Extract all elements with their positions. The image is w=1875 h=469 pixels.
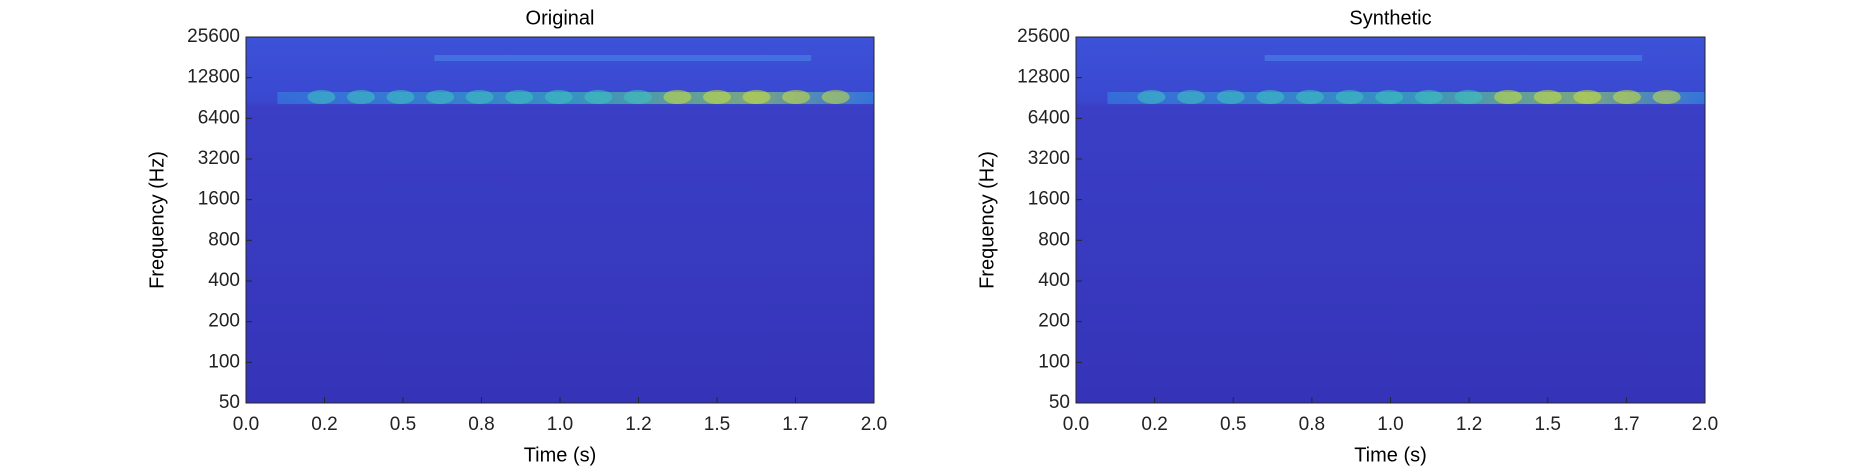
spectral-blob bbox=[623, 90, 652, 104]
y-tick-label: 25600 bbox=[187, 26, 240, 47]
x-tick-label: 0.2 bbox=[311, 414, 337, 435]
spectral-blob bbox=[307, 90, 336, 104]
spectral-blob bbox=[346, 90, 375, 104]
spectral-blob bbox=[1613, 90, 1642, 104]
spectral-blob bbox=[821, 90, 850, 104]
x-tick-label: 2.0 bbox=[1692, 414, 1718, 435]
y-tick-label: 100 bbox=[208, 351, 240, 372]
x-tick-label: 0.0 bbox=[1063, 414, 1089, 435]
x-tick-label: 2.0 bbox=[861, 414, 887, 435]
spectral-band bbox=[1264, 55, 1643, 61]
spectral-blob bbox=[1533, 90, 1562, 104]
y-axis-label: Frequency (Hz) bbox=[976, 151, 998, 289]
spectral-blob bbox=[1414, 90, 1443, 104]
spectral-blob bbox=[1256, 90, 1285, 104]
x-tick-label: 1.2 bbox=[625, 414, 651, 435]
spectral-blob bbox=[426, 90, 455, 104]
x-axis-label: Time (s) bbox=[1354, 444, 1427, 466]
spectral-blob bbox=[544, 90, 573, 104]
spectral-blob bbox=[1216, 90, 1245, 104]
spectral-blob bbox=[1573, 90, 1602, 104]
x-tick-label: 1.0 bbox=[547, 414, 573, 435]
spectral-band bbox=[434, 55, 812, 61]
spectral-blob bbox=[1177, 90, 1206, 104]
y-tick-label: 50 bbox=[219, 392, 240, 413]
y-tick-label: 25600 bbox=[1017, 26, 1070, 47]
y-tick-label: 12800 bbox=[1017, 67, 1070, 88]
spectral-blob bbox=[742, 90, 771, 104]
y-tick-label: 800 bbox=[1038, 229, 1070, 250]
x-tick-label: 1.0 bbox=[1377, 414, 1403, 435]
spectral-blob bbox=[1375, 90, 1404, 104]
spectral-blob bbox=[782, 90, 811, 104]
spectral-blob bbox=[1295, 90, 1324, 104]
y-tick-label: 200 bbox=[208, 311, 240, 332]
spectral-blob bbox=[1335, 90, 1364, 104]
spectral-blob bbox=[584, 90, 613, 104]
y-axis-label: Frequency (Hz) bbox=[146, 151, 168, 289]
x-tick-label: 0.5 bbox=[1220, 414, 1246, 435]
spectral-blob bbox=[1137, 90, 1166, 104]
y-tick-label: 100 bbox=[1038, 351, 1070, 372]
spectral-blob bbox=[1652, 90, 1681, 104]
x-axis-label: Time (s) bbox=[524, 444, 597, 466]
y-tick-label: 400 bbox=[208, 270, 240, 291]
y-tick-label: 800 bbox=[208, 229, 240, 250]
y-tick-label: 1600 bbox=[1028, 189, 1070, 210]
spectral-blob bbox=[505, 90, 534, 104]
y-tick-label: 3200 bbox=[198, 148, 240, 169]
x-tick-label: 0.0 bbox=[233, 414, 259, 435]
y-tick-label: 12800 bbox=[187, 67, 240, 88]
x-tick-label: 0.8 bbox=[468, 414, 494, 435]
spectral-blob bbox=[703, 90, 731, 104]
y-tick-label: 200 bbox=[1038, 311, 1070, 332]
y-tick-label: 50 bbox=[1049, 392, 1070, 413]
spectral-blob bbox=[465, 90, 494, 104]
spectral-blob bbox=[1494, 90, 1523, 104]
y-tick-label: 1600 bbox=[198, 189, 240, 210]
spectral-blob bbox=[663, 90, 692, 104]
chart-title: Original bbox=[526, 7, 595, 29]
x-tick-label: 1.7 bbox=[782, 414, 808, 435]
chart-title: Synthetic bbox=[1349, 7, 1431, 29]
y-tick-label: 6400 bbox=[198, 107, 240, 128]
x-tick-label: 1.2 bbox=[1456, 414, 1482, 435]
spectral-blob bbox=[386, 90, 415, 104]
x-tick-label: 0.5 bbox=[390, 414, 416, 435]
y-tick-label: 6400 bbox=[1028, 107, 1070, 128]
y-tick-label: 3200 bbox=[1028, 148, 1070, 169]
x-tick-label: 0.8 bbox=[1299, 414, 1325, 435]
x-tick-label: 1.5 bbox=[704, 414, 730, 435]
x-tick-label: 1.5 bbox=[1535, 414, 1561, 435]
x-tick-label: 1.7 bbox=[1613, 414, 1639, 435]
y-tick-label: 400 bbox=[1038, 270, 1070, 291]
spectral-blob bbox=[1454, 90, 1483, 104]
x-tick-label: 0.2 bbox=[1141, 414, 1167, 435]
